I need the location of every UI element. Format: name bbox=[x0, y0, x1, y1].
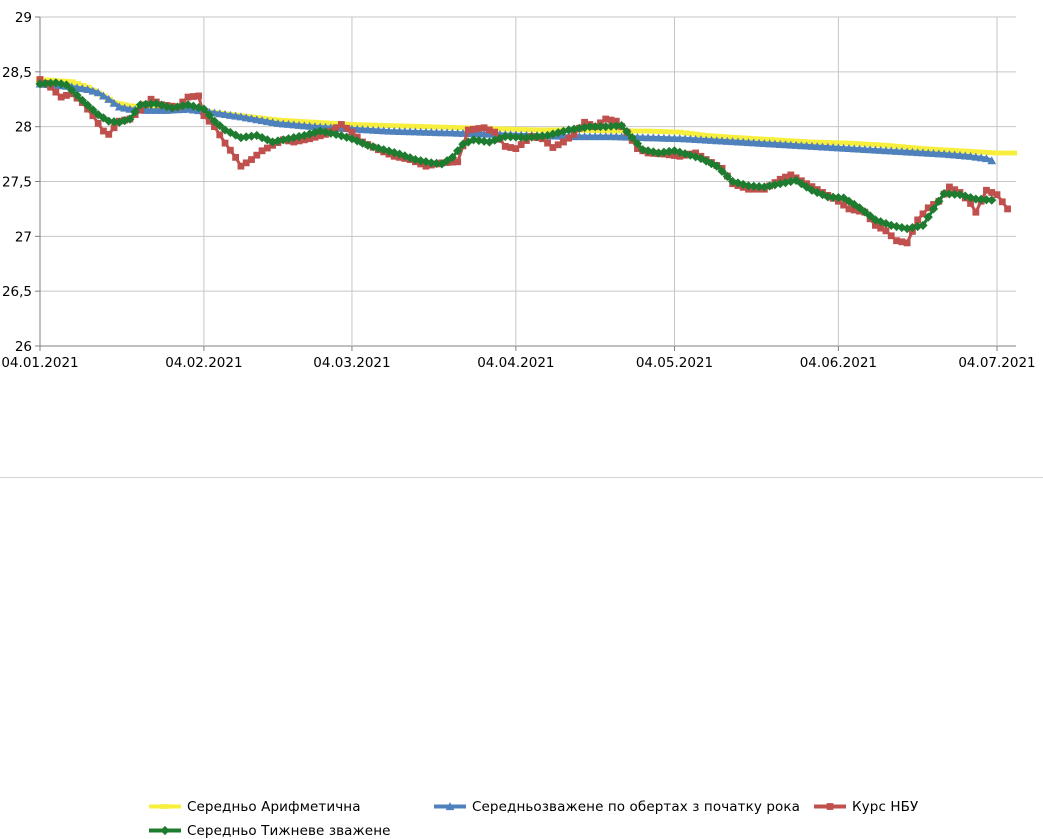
legend-label-weighted-ytd: Середньозважене по обертах з початку рок… bbox=[472, 798, 800, 815]
svg-text:04.06.2021: 04.06.2021 bbox=[800, 355, 877, 371]
legend-label-arithmetic-mean: Середньо Арифметична bbox=[187, 798, 361, 815]
legend-label-nbu-rate: Курс НБУ bbox=[852, 798, 919, 815]
svg-text:04.05.2021: 04.05.2021 bbox=[636, 355, 713, 371]
legend-item-nbu-rate: Курс НБУ bbox=[813, 798, 919, 815]
yellow-dash-legend-marker-icon bbox=[149, 804, 181, 809]
svg-text:04.02.2021: 04.02.2021 bbox=[165, 355, 242, 371]
chart-legend: Середньо Арифметична Середньозважене по … bbox=[0, 396, 1043, 839]
svg-text:04.03.2021: 04.03.2021 bbox=[313, 355, 390, 371]
legend-item-weighted-ytd: Середньозважене по обертах з початку рок… bbox=[433, 798, 800, 815]
svg-text:04.07.2021: 04.07.2021 bbox=[958, 355, 1035, 371]
svg-text:28,5: 28,5 bbox=[2, 65, 32, 81]
svg-text:04.01.2021: 04.01.2021 bbox=[1, 355, 78, 371]
legend-item-arithmetic-mean: Середньо Арифметична bbox=[148, 798, 361, 815]
red-square-legend-marker-icon bbox=[814, 803, 846, 810]
bottom-divider bbox=[0, 477, 1043, 478]
legend-item-weekly-weighted: Середньо Тижневе зважене bbox=[148, 822, 391, 839]
green-diamond-legend-marker-icon bbox=[149, 825, 181, 836]
svg-text:28: 28 bbox=[15, 120, 32, 136]
svg-text:27: 27 bbox=[15, 229, 32, 245]
legend-label-weekly-weighted: Середньо Тижневе зважене bbox=[187, 822, 391, 839]
svg-text:04.04.2021: 04.04.2021 bbox=[477, 355, 554, 371]
svg-text:26: 26 bbox=[15, 339, 32, 355]
svg-text:29: 29 bbox=[15, 10, 32, 26]
exchange-rate-chart: 26 26,5 27 27,5 28 28,5 29 04.01.2021 04.02.2021… bbox=[0, 0, 1043, 396]
svg-text:26,5: 26,5 bbox=[2, 284, 32, 300]
blue-triangle-legend-marker-icon bbox=[434, 802, 466, 811]
svg-text:27,5: 27,5 bbox=[2, 175, 32, 191]
series-weekly-weighted bbox=[35, 78, 997, 234]
chart-plot-area: 26 26,5 27 27,5 28 28,5 29 04.01.2021 04.02.2021… bbox=[1, 10, 1035, 371]
